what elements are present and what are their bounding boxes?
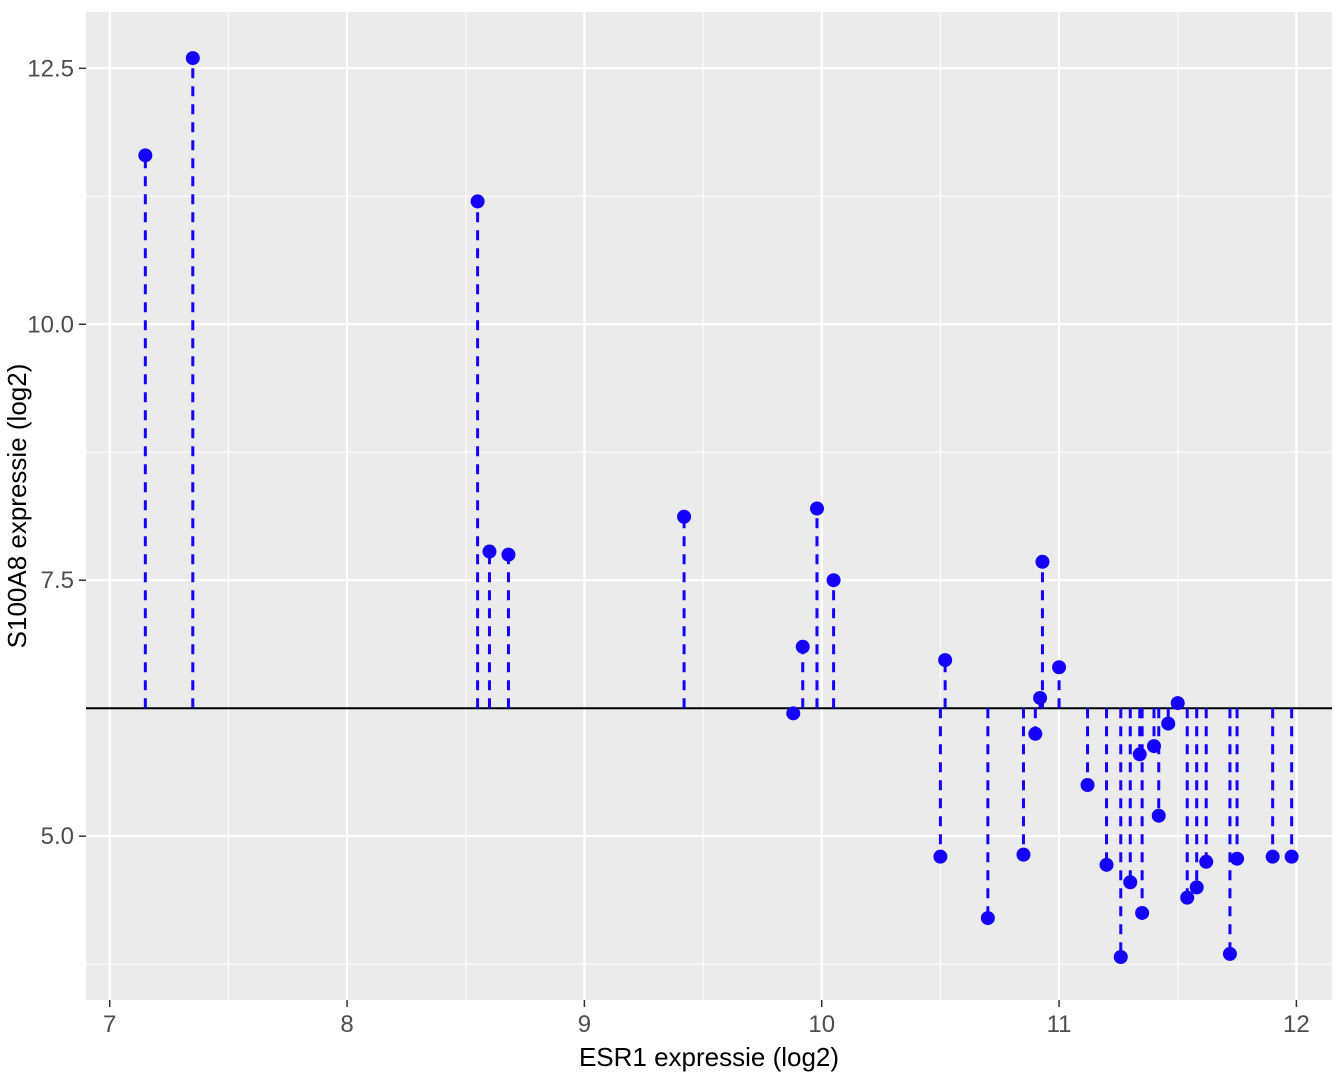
data-point: [1285, 850, 1299, 864]
y-axis-title: S100A8 expressie (log2): [2, 364, 32, 649]
data-point: [1161, 717, 1175, 731]
plot-panel: [86, 12, 1332, 1000]
data-point: [1052, 660, 1066, 674]
data-point: [933, 850, 947, 864]
data-point: [1152, 809, 1166, 823]
data-point: [786, 706, 800, 720]
y-tick-label: 7.5: [41, 567, 74, 594]
data-point: [501, 548, 515, 562]
data-point: [1180, 891, 1194, 905]
x-tick-label: 10: [808, 1011, 835, 1038]
data-point: [1223, 947, 1237, 961]
data-point: [1199, 855, 1213, 869]
data-point: [1033, 691, 1047, 705]
data-point: [1100, 858, 1114, 872]
data-point: [1135, 906, 1149, 920]
y-tick-label: 5.0: [41, 823, 74, 850]
data-point: [981, 911, 995, 925]
chart-svg: 7 8 9 10 11 12 5.0 7.5 10.0 12.5 ESR1 expressie (l…: [0, 0, 1344, 1075]
y-tick-label: 10.0: [27, 311, 74, 338]
data-point: [1081, 778, 1095, 792]
data-point: [186, 51, 200, 65]
data-point: [1114, 950, 1128, 964]
data-point: [810, 502, 824, 516]
data-point: [677, 510, 691, 524]
data-point: [1133, 747, 1147, 761]
data-point: [1123, 875, 1137, 889]
y-tick-label: 12.5: [27, 55, 74, 82]
x-tick-label: 9: [578, 1011, 591, 1038]
data-point: [138, 148, 152, 162]
data-point: [1171, 696, 1185, 710]
data-point: [827, 573, 841, 587]
data-point: [796, 640, 810, 654]
x-tick-label: 8: [340, 1011, 353, 1038]
data-point: [1028, 727, 1042, 741]
data-point: [1190, 880, 1204, 894]
data-point: [1230, 852, 1244, 866]
x-tick-label: 11: [1047, 1011, 1072, 1038]
data-point: [938, 653, 952, 667]
data-point: [482, 545, 496, 559]
data-point: [471, 194, 485, 208]
data-point: [1147, 739, 1161, 753]
data-point: [1266, 850, 1280, 864]
x-axis-title: ESR1 expressie (log2): [579, 1042, 839, 1072]
data-point: [1035, 555, 1049, 569]
data-point: [1016, 848, 1030, 862]
scatter-chart: 7 8 9 10 11 12 5.0 7.5 10.0 12.5 ESR1 expressie (l…: [0, 0, 1344, 1075]
x-tick-label: 7: [103, 1011, 116, 1038]
x-tick-label: 12: [1283, 1011, 1310, 1038]
